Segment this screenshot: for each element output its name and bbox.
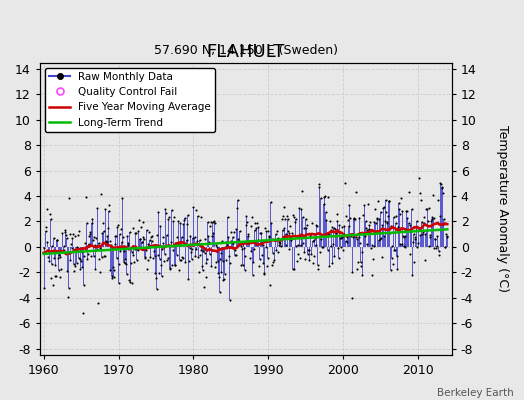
Y-axis label: Temperature Anomaly (°C): Temperature Anomaly (°C) [496,125,509,292]
Title: FLAHULT: FLAHULT [206,43,285,61]
Text: 57.690 N, 14.150 E (Sweden): 57.690 N, 14.150 E (Sweden) [154,44,338,57]
Legend: Raw Monthly Data, Quality Control Fail, Five Year Moving Average, Long-Term Tren: Raw Monthly Data, Quality Control Fail, … [45,68,215,132]
Text: Berkeley Earth: Berkeley Earth [437,388,514,398]
